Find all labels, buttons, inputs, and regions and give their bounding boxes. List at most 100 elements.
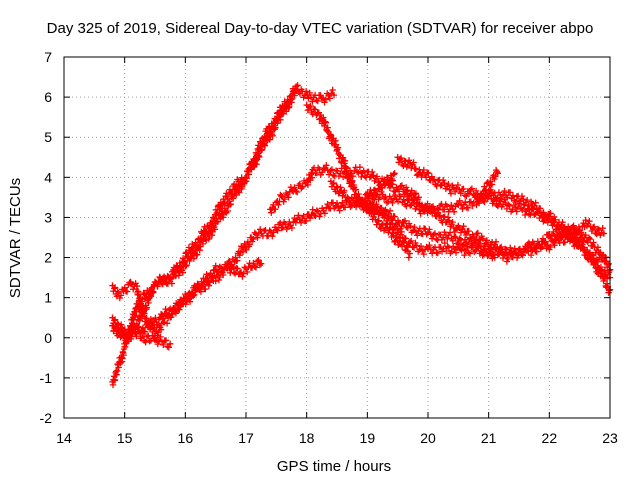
y-tick-label: 0 <box>44 330 52 346</box>
x-tick-label: 19 <box>360 430 376 446</box>
data-point <box>281 196 284 199</box>
data-point <box>305 184 308 187</box>
data-point <box>335 204 339 207</box>
y-tick-label: 1 <box>44 290 52 306</box>
data-point <box>511 196 515 199</box>
grid <box>64 57 610 418</box>
data-point <box>341 160 345 163</box>
data-point <box>420 204 424 207</box>
data-point <box>354 192 357 195</box>
data-point <box>226 264 229 267</box>
data-point <box>293 89 296 93</box>
data-point <box>378 180 381 183</box>
data-point <box>244 176 248 179</box>
data-point <box>390 232 393 235</box>
data-point <box>214 268 217 271</box>
series-track-6 <box>267 162 420 216</box>
series-track-2 <box>109 85 298 389</box>
data-point <box>293 220 296 223</box>
data-point <box>451 188 454 191</box>
data-point <box>548 236 551 239</box>
data-point <box>408 252 411 255</box>
data-point <box>402 188 405 191</box>
data-point <box>487 184 490 187</box>
data-point <box>408 244 411 247</box>
data-point <box>311 212 314 215</box>
data-point <box>347 200 351 203</box>
data-point <box>493 244 496 247</box>
data-point <box>393 172 396 175</box>
data-point <box>378 188 381 191</box>
data-point <box>414 168 418 171</box>
data-point <box>511 252 515 255</box>
data-point <box>120 356 123 360</box>
data-point <box>463 248 466 251</box>
data-point <box>275 228 278 231</box>
y-tick-label: 4 <box>44 169 52 185</box>
data-point <box>475 196 478 199</box>
x-axis-label: GPS time / hours <box>277 458 391 475</box>
data-point <box>269 208 272 211</box>
data-point <box>190 256 193 259</box>
series-track-9 <box>358 198 498 262</box>
data-point <box>332 93 336 97</box>
data-point <box>493 256 496 259</box>
data-point <box>560 224 563 227</box>
data-point <box>153 284 157 287</box>
data-point <box>123 336 126 339</box>
x-tick-label: 22 <box>542 430 558 446</box>
data-point <box>372 204 375 207</box>
data-point <box>305 103 308 107</box>
data-point <box>317 111 320 115</box>
x-tick-label: 17 <box>238 430 254 446</box>
data-point <box>523 208 527 211</box>
data-point <box>190 292 193 295</box>
data-point <box>432 180 436 183</box>
data-point <box>141 312 145 315</box>
x-tick-label: 23 <box>602 430 618 446</box>
x-tick-label: 18 <box>299 430 315 446</box>
data-point <box>457 238 460 241</box>
data-point <box>123 328 126 331</box>
data-point <box>505 204 509 207</box>
data-point <box>469 192 472 195</box>
data-point <box>496 172 499 175</box>
data-point <box>281 107 284 111</box>
data-point <box>529 204 533 207</box>
y-axis-label: SDTVAR / TECUs <box>7 178 24 298</box>
data-point <box>402 200 405 203</box>
data-point <box>457 204 460 207</box>
data-point <box>548 216 551 219</box>
x-tick-label: 14 <box>56 430 72 446</box>
data-point <box>360 170 363 173</box>
data-point <box>584 222 587 225</box>
data-point <box>117 292 120 295</box>
data-point <box>263 136 266 139</box>
data-point <box>232 260 236 263</box>
data-point <box>308 93 311 97</box>
data-point <box>111 380 114 384</box>
data-point <box>123 288 126 291</box>
data-point <box>596 268 600 271</box>
data-point <box>178 304 181 307</box>
data-point <box>366 192 369 195</box>
data-point <box>208 232 211 235</box>
data-point <box>438 216 442 219</box>
data-point <box>250 236 254 239</box>
x-tick-label: 20 <box>420 430 436 446</box>
x-tick-label: 21 <box>481 430 497 446</box>
data-point <box>548 244 551 247</box>
y-tick-label: 5 <box>44 129 52 145</box>
data-point <box>311 172 314 175</box>
data-layer <box>109 82 614 389</box>
data-point <box>584 248 587 251</box>
data-point <box>438 208 442 211</box>
y-tick-label: -2 <box>40 410 53 426</box>
data-point <box>165 316 169 319</box>
data-point <box>226 192 229 195</box>
plot-frame <box>63 56 611 419</box>
data-point <box>111 324 114 327</box>
data-point <box>341 172 345 175</box>
